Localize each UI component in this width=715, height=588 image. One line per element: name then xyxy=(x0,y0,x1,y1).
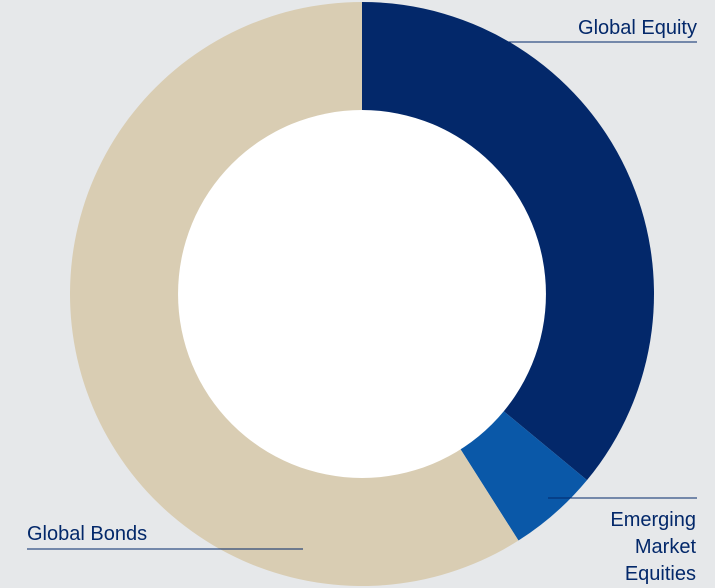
label-global-equity: Global Equity xyxy=(578,17,697,39)
label-emerging-line-3: Equities xyxy=(625,563,696,585)
label-emerging-line-2: Market xyxy=(635,536,697,558)
label-emerging-line-1: Emerging xyxy=(610,509,696,531)
label-global-bonds: Global Bonds xyxy=(27,523,147,545)
donut-hole xyxy=(178,110,546,478)
chart-labels: Global Equity Emerging Market Equities G… xyxy=(27,17,697,585)
